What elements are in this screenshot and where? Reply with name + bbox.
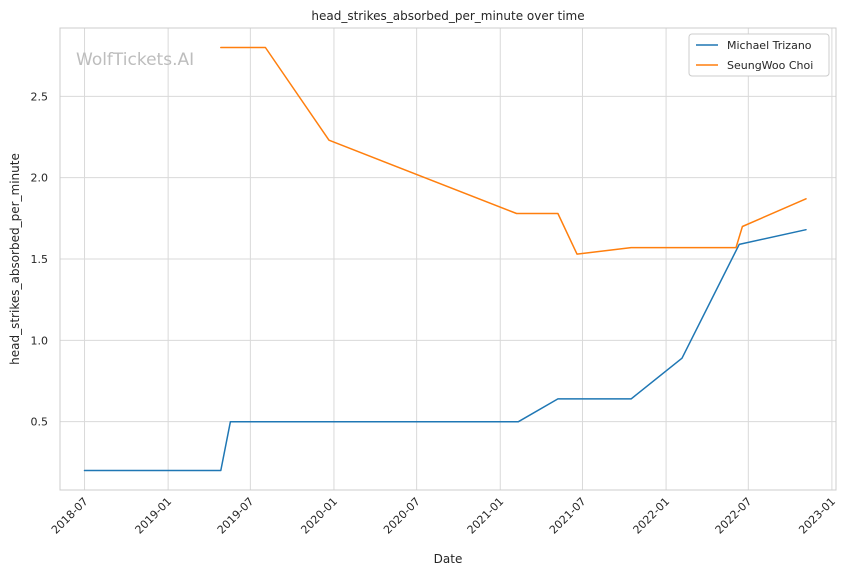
y-axis-title: head_strikes_absorbed_per_minute bbox=[8, 153, 22, 365]
x-tick-label: 2023-01 bbox=[796, 495, 838, 537]
y-tick-label: 1.5 bbox=[31, 253, 49, 266]
chart-title: head_strikes_absorbed_per_minute over ti… bbox=[311, 9, 584, 23]
x-tick-labels: 2018-07 2019-01 2019-07 2020-01 2020-07 2021-… bbox=[49, 495, 838, 537]
x-tick-label: 2022-07 bbox=[713, 495, 755, 537]
watermark-text: WolfTickets.AI bbox=[76, 50, 194, 70]
y-tick-label: 2.0 bbox=[31, 172, 49, 185]
legend-box bbox=[688, 33, 830, 77]
series-layer bbox=[83, 46, 807, 472]
series-line-1 bbox=[220, 46, 807, 255]
x-tick-label: 2018-07 bbox=[49, 495, 91, 537]
legend-label-1: SeungWoo Choi bbox=[727, 59, 813, 72]
y-tick-label: 2.5 bbox=[31, 90, 49, 103]
x-tick-label: 2020-07 bbox=[381, 495, 423, 537]
y-tick-label: 1.0 bbox=[31, 334, 49, 347]
x-tick-label: 2021-07 bbox=[547, 495, 589, 537]
x-tick-label: 2019-07 bbox=[215, 495, 257, 537]
x-axis-title: Date bbox=[434, 552, 463, 566]
y-tick-labels: 0.5 1.0 1.5 2.0 2.5 bbox=[31, 90, 49, 428]
y-tick-label: 0.5 bbox=[31, 416, 49, 429]
x-tick-label: 2019-01 bbox=[133, 495, 175, 537]
legend-label-0: Michael Trizano bbox=[727, 39, 812, 52]
x-tick-label: 2021-01 bbox=[465, 495, 507, 537]
x-tick-label: 2020-01 bbox=[298, 495, 340, 537]
plot-frame bbox=[59, 27, 837, 491]
x-tick-label: 2022-01 bbox=[631, 495, 673, 537]
legend: Michael Trizano SeungWoo Choi bbox=[688, 33, 830, 77]
